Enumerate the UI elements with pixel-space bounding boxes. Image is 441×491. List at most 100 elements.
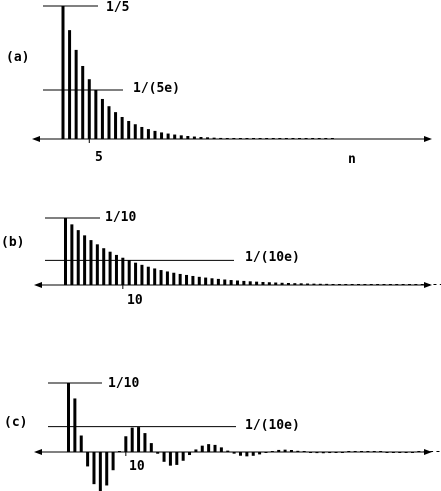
bar [100,98,104,139]
bar [414,284,418,285]
x-axis-label: n [348,152,356,167]
bar [107,106,111,139]
reference-line-label: 1/10 [105,210,136,225]
bar [153,130,157,139]
bar [172,272,176,285]
bar [289,449,293,452]
bar [229,280,233,285]
bar [312,283,316,285]
bar [366,451,370,452]
bar [191,275,195,285]
bar [223,279,227,285]
bar [219,137,223,139]
bar [61,6,65,139]
bar [94,90,98,139]
bar [199,137,203,139]
bar [334,452,338,453]
bar [204,277,208,285]
bar [235,280,239,285]
x-tick-label: 5 [95,150,103,165]
bar [74,49,78,139]
x-axis-right-arrow-icon [424,449,432,455]
bar [293,283,297,285]
reference-line-label: 1/10 [108,376,139,391]
bar [242,280,246,285]
bar [156,452,160,454]
bar [188,452,192,456]
bar [317,138,321,139]
bar [324,138,328,139]
bar [430,451,434,452]
bar [379,451,383,452]
bar [344,284,348,285]
bar [296,450,300,452]
bar [258,138,262,139]
bar [302,451,306,452]
bar [179,135,183,139]
bar [95,244,99,285]
bar [245,138,249,139]
bar [64,218,67,285]
bar [232,138,236,139]
bar [192,136,196,139]
bar [298,138,302,139]
bar [194,449,198,452]
bar [149,443,153,452]
bar [267,282,271,285]
reference-line-label: 1/(10e) [245,250,300,265]
bar [382,284,386,285]
bar [270,451,274,452]
bar [165,271,169,285]
bar [360,451,364,452]
bar [124,436,128,452]
bar [330,138,334,139]
bar [111,452,115,471]
bar [427,284,431,285]
bar [261,281,265,285]
bar [248,281,252,285]
reference-line-label: 1/(10e) [245,418,300,433]
bar [280,282,284,285]
bar [70,224,74,285]
bar [315,452,319,454]
bar [252,138,256,139]
bar [146,129,150,139]
panel-label: (a) [6,50,29,65]
bar [398,452,402,453]
bar [372,451,376,452]
bar [410,452,414,453]
bar [325,283,329,285]
bar [331,283,335,285]
bar [306,283,310,285]
bar [251,452,255,456]
bar [73,398,77,452]
bar [130,427,134,452]
bar [436,451,440,452]
bar [283,449,287,452]
bar [166,133,170,139]
x-tick-label: 10 [129,459,145,474]
bar [423,451,427,452]
bar [265,138,269,139]
bar [186,136,190,139]
bar [146,266,150,285]
bar [255,281,259,285]
panel-label: (b) [1,235,24,250]
bar [433,284,437,285]
bar [311,138,315,139]
bar [159,270,163,285]
bar [185,274,189,285]
panel-label: (c) [4,415,27,430]
bar [369,284,373,285]
bar [86,452,90,467]
bar [207,444,211,452]
bar [318,283,322,285]
bar [137,427,141,452]
bar [120,116,124,139]
bar [340,452,344,453]
bar [376,284,380,285]
bar [200,445,204,452]
bar [114,112,118,139]
bar [173,134,177,139]
bar [168,452,172,466]
